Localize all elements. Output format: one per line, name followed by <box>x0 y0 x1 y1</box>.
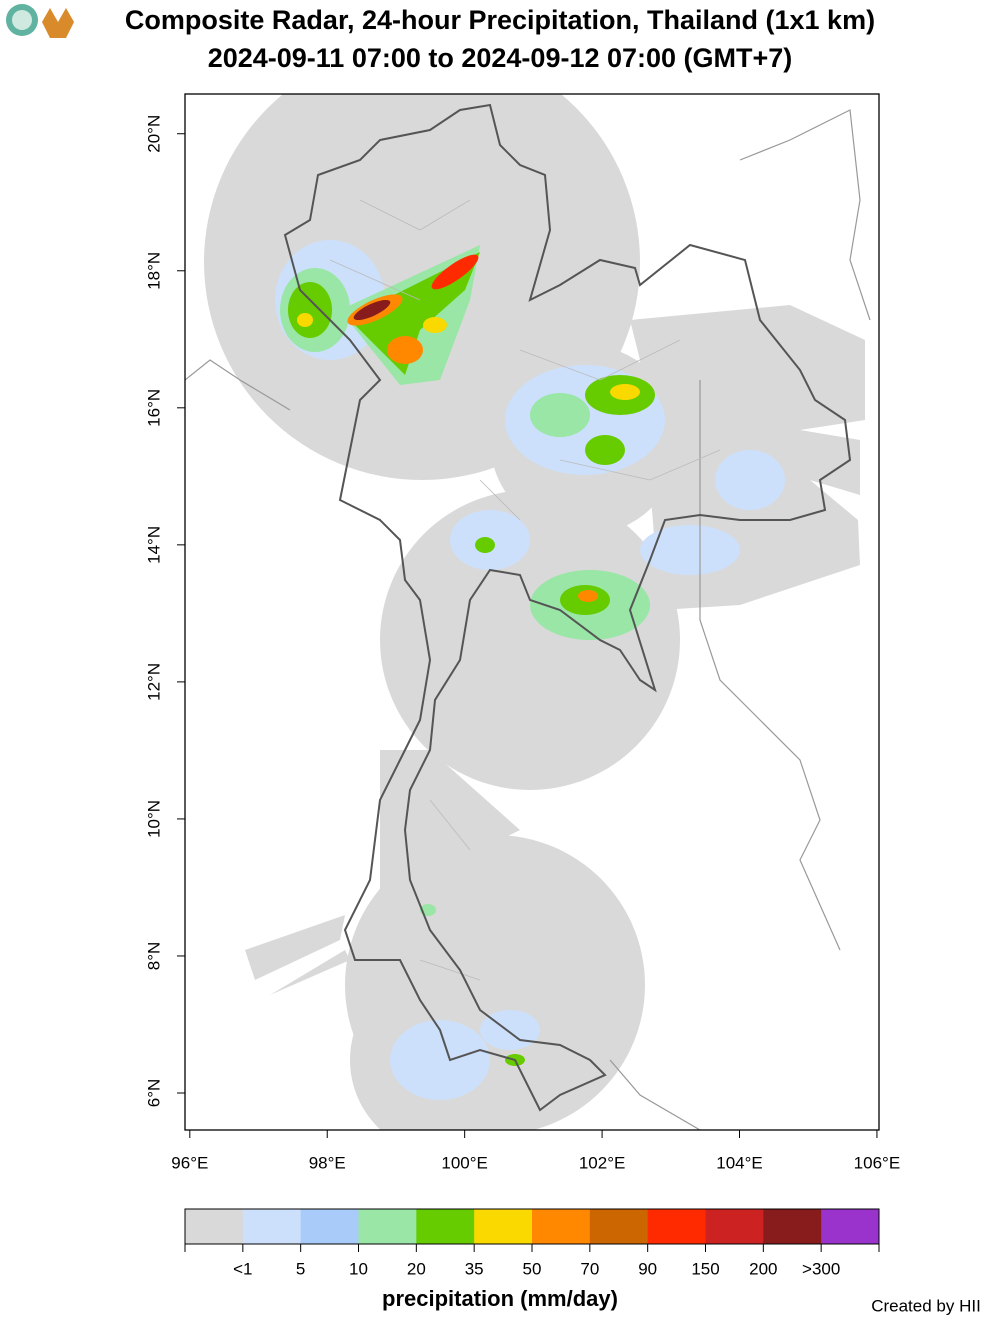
colorbar-label: 200 <box>749 1259 777 1278</box>
x-tick-label: 106°E <box>854 1153 901 1172</box>
subtitle: 2024-09-11 07:00 to 2024-09-12 07:00 (GM… <box>208 43 793 73</box>
logo <box>6 4 74 38</box>
y-tick-label: 20°N <box>144 115 163 153</box>
provinces <box>329 199 721 981</box>
title: Composite Radar, 24-hour Precipitation, … <box>125 5 875 35</box>
x-tick-label: 96°E <box>171 1153 208 1172</box>
colorbar-box <box>300 1209 359 1244</box>
x-tick-label: 98°E <box>309 1153 346 1172</box>
y-tick-label: 8°N <box>144 942 163 971</box>
colorbar-box <box>821 1209 880 1244</box>
colorbar-box <box>647 1209 706 1244</box>
y-tick-label: 12°N <box>144 663 163 701</box>
precipitation <box>275 240 785 1100</box>
colorbar-box <box>416 1209 475 1244</box>
colorbar-label: 90 <box>638 1259 657 1278</box>
thailand-border <box>283 103 852 1112</box>
colorbar-box <box>358 1209 417 1244</box>
y-tick-label: 6°N <box>144 1079 163 1108</box>
colorbar-label: 20 <box>407 1259 426 1278</box>
colorbar-label: 150 <box>691 1259 719 1278</box>
x-tick-label: 100°E <box>441 1153 488 1172</box>
y-tick-label: 14°N <box>144 526 163 564</box>
map-frame <box>184 93 880 1131</box>
colorbar-box <box>532 1209 591 1244</box>
colorbar-label: 50 <box>523 1259 542 1278</box>
colorbar-label: 5 <box>296 1259 305 1278</box>
credit: Created by HII <box>871 1296 981 1315</box>
x-tick-label: 104°E <box>716 1153 763 1172</box>
colorbar-box <box>763 1209 822 1244</box>
legend-title: precipitation (mm/day) <box>382 1286 618 1311</box>
neighbour-borders <box>185 109 871 1130</box>
y-tick-label: 18°N <box>144 252 163 290</box>
colorbar-label: >300 <box>802 1259 840 1278</box>
colorbar-box <box>185 1209 244 1244</box>
x-tick-label: 102°E <box>579 1153 626 1172</box>
colorbar-box <box>705 1209 764 1244</box>
y-tick-label: 10°N <box>144 800 163 838</box>
colorbar-box <box>474 1209 533 1244</box>
colorbar-label: 10 <box>349 1259 368 1278</box>
colorbar-box <box>589 1209 649 1244</box>
colorbar-label: <1 <box>233 1259 252 1278</box>
colorbar-label: 70 <box>580 1259 599 1278</box>
colorbar-label: 35 <box>465 1259 484 1278</box>
colorbar-box <box>242 1209 302 1244</box>
y-tick-label: 16°N <box>144 389 163 427</box>
map <box>185 94 871 1130</box>
